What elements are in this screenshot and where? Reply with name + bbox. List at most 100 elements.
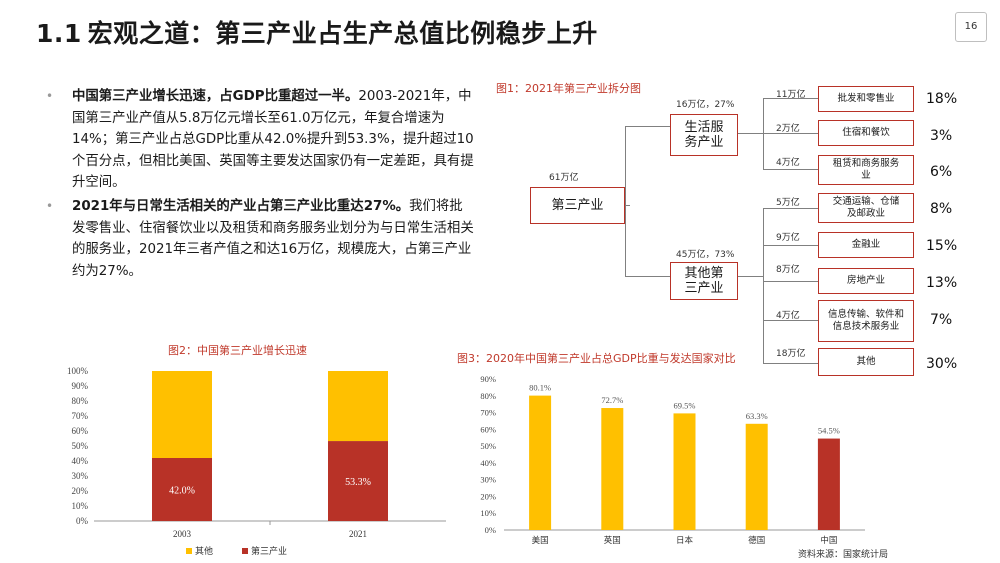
- bar-segment: [328, 371, 388, 442]
- bullet-1: • 中国第三产业增长迅速，占GDP比重超过一半。2003-2021年，中国第三产…: [46, 86, 476, 194]
- legend-swatch: [242, 548, 248, 554]
- fig2-title: 图2：中国第三产业增长迅速: [168, 344, 307, 357]
- node-accommodation-catering: 住宿和餐饮: [818, 120, 914, 146]
- bar-segment: [152, 371, 212, 458]
- root-value: 61万亿: [549, 173, 579, 183]
- x-tick-label: 2021: [349, 529, 367, 539]
- bullet-1-text: 2003-2021年，中国第三产业产值从5.8万亿元增长至61.0万亿元，年复合…: [72, 89, 474, 190]
- page-number: 16: [955, 12, 987, 42]
- tree-connector: [763, 363, 818, 364]
- y-tick-label: 70%: [72, 411, 89, 421]
- data-label: 63.3%: [746, 411, 768, 421]
- title-number: 1.1: [36, 19, 82, 48]
- leaf-1-value: 11万亿: [776, 90, 806, 100]
- leaf-4-value: 5万亿: [776, 198, 800, 208]
- y-tick-label: 10%: [480, 508, 496, 518]
- x-tick-label: 英国: [604, 535, 621, 545]
- y-tick-label: 0%: [485, 525, 496, 535]
- group-2-value: 45万亿，73%: [676, 250, 735, 260]
- node-transport-postal: 交通运输、仓储及邮政业: [818, 193, 914, 223]
- y-tick-label: 20%: [480, 491, 496, 501]
- leaf-4-pct: 8%: [930, 201, 953, 217]
- legend-label: 其他: [195, 545, 213, 556]
- y-tick-label: 0%: [76, 516, 89, 526]
- bar: [745, 423, 768, 530]
- data-label: 53.3%: [345, 477, 371, 488]
- page-title: 1.1 宏观之道：第三产业占生产总值比例稳步上升: [36, 14, 598, 50]
- tree-connector: [738, 276, 763, 277]
- bar: [601, 408, 624, 530]
- y-tick-label: 30%: [72, 471, 89, 481]
- y-tick-label: 80%: [72, 396, 89, 406]
- leaf-6-pct: 13%: [926, 275, 958, 291]
- y-tick-label: 20%: [72, 486, 89, 496]
- bullet-2-bold: 2021年与日常生活相关的产业占第三产业比重达27%。: [72, 199, 410, 214]
- leaf-1-pct: 18%: [926, 91, 958, 107]
- fig3-title: 图3：2020年中国第三产业占总GDP比重与发达国家对比: [457, 352, 736, 365]
- tree-connector: [763, 208, 764, 363]
- node-wholesale-retail: 批发和零售业: [818, 86, 914, 112]
- node-tertiary-industry: 第三产业: [530, 187, 625, 224]
- bar-segment: [152, 458, 212, 521]
- node-it-software: 信息传输、软件和信息技术服务业: [818, 300, 914, 342]
- x-tick-label: 中国: [820, 535, 837, 545]
- x-tick-label: 美国: [532, 535, 549, 545]
- legend-swatch: [186, 548, 192, 554]
- tree-connector: [625, 126, 626, 276]
- node-finance: 金融业: [818, 232, 914, 258]
- x-tick-label: 日本: [676, 535, 694, 545]
- y-tick-label: 40%: [72, 456, 89, 466]
- source-note: 资料来源：国家统计局: [798, 548, 888, 559]
- node-life-services: 生活服务产业: [670, 114, 738, 156]
- bullet-2: • 2021年与日常生活相关的产业占第三产业比重达27%。我们将批发零售业、住宿…: [46, 196, 476, 282]
- tree-connector: [763, 208, 818, 209]
- leaf-7-value: 4万亿: [776, 311, 800, 321]
- y-tick-label: 60%: [480, 424, 496, 434]
- y-tick-label: 70%: [480, 408, 496, 418]
- y-tick-label: 80%: [480, 391, 496, 401]
- y-tick-label: 60%: [72, 426, 89, 436]
- tree-connector: [763, 169, 818, 170]
- leaf-6-value: 8万亿: [776, 265, 800, 275]
- y-tick-label: 50%: [480, 441, 496, 451]
- node-other-tertiary: 其他第三产业: [670, 262, 738, 300]
- leaf-3-value: 4万亿: [776, 158, 800, 168]
- tree-connector: [625, 126, 670, 127]
- tree-connector: [625, 276, 670, 277]
- y-tick-label: 100%: [67, 366, 89, 376]
- y-tick-label: 90%: [72, 381, 89, 391]
- tree-connector: [763, 320, 818, 321]
- bullet-dot-icon: •: [46, 89, 54, 103]
- data-label: 54.5%: [818, 426, 840, 436]
- y-tick-label: 50%: [72, 441, 89, 451]
- fig2-chart: 0% 10% 20% 30% 40% 50% 60% 70% 80% 90% 100% 42.0% 20…: [67, 366, 446, 556]
- fig3-chart: 0% 10% 20% 30% 40% 50% 60% 70% 80% 90% 80.1% 美国 72.7…: [480, 374, 888, 559]
- tree-connector: [625, 205, 630, 206]
- bar: [673, 413, 696, 530]
- leaf-2-value: 2万亿: [776, 124, 800, 134]
- y-tick-label: 90%: [480, 374, 496, 384]
- y-tick-label: 40%: [480, 458, 496, 468]
- data-label: 42.0%: [169, 486, 195, 497]
- leaf-8-value: 18万亿: [776, 349, 806, 359]
- leaf-3-pct: 6%: [930, 164, 953, 180]
- leaf-2-pct: 3%: [930, 128, 953, 144]
- bar-segment: [328, 441, 388, 521]
- data-label: 80.1%: [529, 383, 551, 393]
- leaf-5-value: 9万亿: [776, 233, 800, 243]
- bar: [817, 438, 840, 530]
- bullet-1-bold: 中国第三产业增长迅速，占GDP比重超过一半。: [72, 89, 359, 104]
- leaf-5-pct: 15%: [926, 238, 958, 254]
- x-tick-label: 德国: [748, 535, 765, 545]
- bar: [529, 395, 552, 530]
- leaf-8-pct: 30%: [926, 356, 958, 372]
- bullet-2-text: 我们将批发零售业、住宿餐饮业以及租赁和商务服务业划分为与日常生活相关的服务业，2…: [72, 199, 474, 279]
- tree-connector: [763, 245, 818, 246]
- node-real-estate: 房地产业: [818, 268, 914, 294]
- bullet-dot-icon: •: [46, 199, 54, 213]
- tree-connector: [763, 133, 818, 134]
- y-tick-label: 10%: [72, 501, 89, 511]
- leaf-7-pct: 7%: [930, 312, 953, 328]
- node-leasing-business: 租赁和商务服务业: [818, 155, 914, 185]
